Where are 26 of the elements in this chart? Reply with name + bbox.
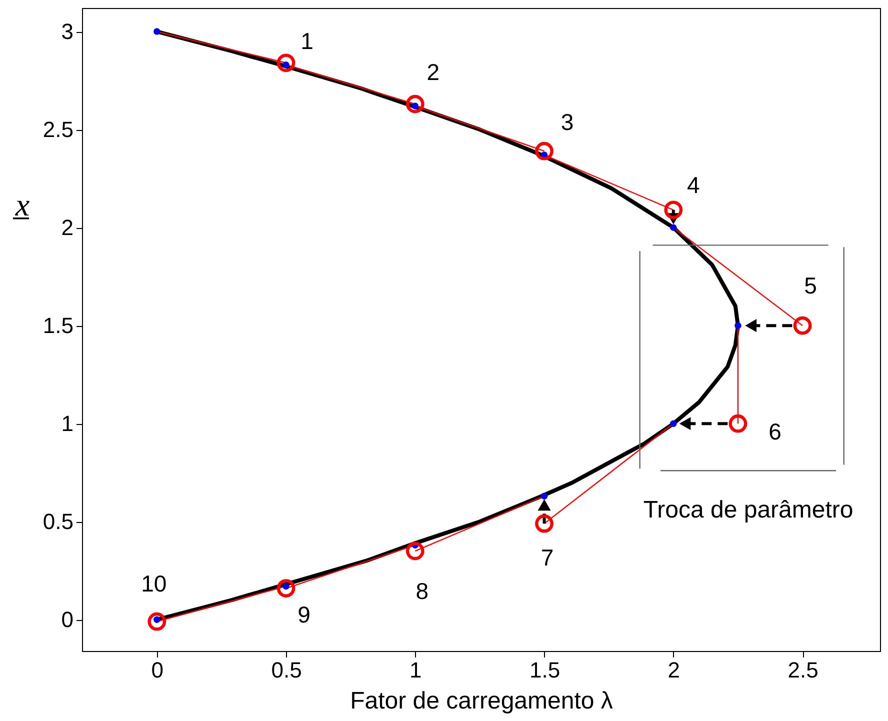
series-label: Troca de parâmetro [643,496,854,524]
annotation: 3 [560,109,574,136]
annotation: 4 [687,172,700,198]
y-tick-label: 0.5 [42,509,74,534]
y-tick-label: 0 [61,607,74,632]
x-tick-label: 2.5 [788,658,818,682]
y-tick-label: 1.5 [42,313,74,338]
annotation: 2 [426,59,440,86]
annotation: 10 [141,570,167,597]
x-tick-label: 1.5 [529,658,560,682]
annotation: 6 [768,418,782,445]
y-tick-label: 1 [61,411,74,436]
y-tick-label: 3 [61,19,74,44]
x-tick-label: 1 [410,658,422,682]
annotation: 9 [298,601,310,628]
y-tick-label: 2 [61,215,74,240]
x-tick-label: 0 [151,658,164,682]
annotation: 7 [540,544,554,571]
x-tick-label: 2 [668,658,680,682]
y-axis-title: x̲ [12,186,30,222]
annotation: 1 [300,28,314,54]
y-tick-label: 2.5 [42,117,74,142]
x-tick-label: 0.5 [271,658,302,682]
annotation: 8 [416,578,429,604]
x-axis-title: Fator de carregamento λ [350,688,613,714]
annotation: 5 [804,272,817,299]
